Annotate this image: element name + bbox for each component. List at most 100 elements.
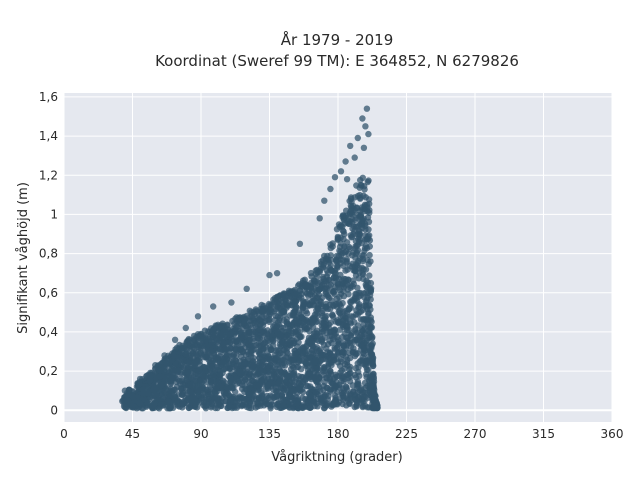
data-point xyxy=(352,365,359,372)
y-tick-label: 0,4 xyxy=(39,325,58,339)
data-point xyxy=(344,286,352,293)
data-point xyxy=(315,382,322,389)
data-point xyxy=(295,309,303,316)
data-point xyxy=(161,389,169,396)
data-point xyxy=(274,346,281,354)
data-point xyxy=(197,377,204,385)
data-point xyxy=(335,275,343,282)
data-point xyxy=(290,387,298,394)
x-tick-label: 315 xyxy=(532,427,555,441)
data-point xyxy=(358,390,365,398)
data-point xyxy=(371,402,379,409)
data-point xyxy=(300,300,307,307)
y-tick-label: 1,2 xyxy=(39,168,58,182)
data-point xyxy=(352,267,359,275)
data-point xyxy=(327,319,334,326)
data-point xyxy=(306,353,313,360)
x-tick-label: 90 xyxy=(193,427,208,441)
data-point xyxy=(160,395,167,402)
y-tick-label: 0,2 xyxy=(39,364,58,378)
data-point xyxy=(296,379,303,386)
data-point xyxy=(248,394,256,401)
data-point xyxy=(198,395,206,402)
data-point xyxy=(365,226,372,233)
data-point xyxy=(286,379,293,386)
x-tick-label: 360 xyxy=(601,427,624,441)
data-point xyxy=(349,382,356,389)
data-point xyxy=(140,390,147,398)
data-point xyxy=(360,275,367,282)
data-point xyxy=(362,194,369,201)
data-point xyxy=(344,334,351,342)
data-point xyxy=(203,386,210,393)
data-point xyxy=(367,288,374,295)
data-point xyxy=(367,258,374,265)
data-point xyxy=(280,356,287,364)
data-point xyxy=(248,347,255,354)
data-point xyxy=(332,371,339,378)
data-point xyxy=(129,402,137,410)
data-point xyxy=(302,349,309,356)
data-point xyxy=(313,307,320,314)
data-point xyxy=(365,130,372,138)
data-point xyxy=(363,105,371,112)
data-point xyxy=(340,293,348,300)
data-point xyxy=(301,324,308,331)
data-point xyxy=(296,333,304,340)
data-point xyxy=(285,287,293,294)
data-point xyxy=(338,378,345,385)
data-point xyxy=(270,372,278,379)
data-point xyxy=(296,281,303,288)
data-point xyxy=(353,242,360,250)
data-point xyxy=(233,338,240,345)
data-point xyxy=(156,367,163,374)
data-point xyxy=(366,272,373,279)
data-point xyxy=(208,347,216,355)
data-point xyxy=(307,383,314,390)
data-point xyxy=(311,297,318,304)
data-point xyxy=(200,363,207,371)
data-point xyxy=(266,338,274,345)
data-point xyxy=(269,393,276,400)
data-point xyxy=(298,404,306,411)
data-point xyxy=(348,313,355,320)
data-point xyxy=(169,404,177,411)
data-point xyxy=(356,230,363,238)
data-point xyxy=(360,144,368,151)
data-point xyxy=(327,185,334,193)
data-point xyxy=(311,280,319,287)
data-point xyxy=(268,331,275,338)
data-point xyxy=(339,227,347,234)
data-point xyxy=(219,359,227,366)
data-point xyxy=(178,361,185,368)
data-point xyxy=(365,366,372,374)
data-point xyxy=(227,365,234,372)
data-point xyxy=(347,390,354,397)
data-point xyxy=(192,401,199,408)
y-axis-ticks: 0 0,2 0,4 0,6 0,8 1 1,2 1,4 1,6 xyxy=(39,90,58,417)
data-point xyxy=(195,387,203,394)
data-point xyxy=(289,329,296,337)
data-point xyxy=(286,338,294,346)
data-point xyxy=(347,142,354,150)
data-point xyxy=(272,355,280,362)
data-point xyxy=(305,337,312,344)
data-point xyxy=(200,372,207,379)
data-point xyxy=(318,335,326,343)
data-point xyxy=(347,202,355,209)
data-point xyxy=(198,351,205,358)
data-point xyxy=(234,347,242,354)
data-point xyxy=(363,283,370,290)
data-point xyxy=(252,320,259,327)
data-points xyxy=(119,105,381,412)
data-point xyxy=(258,377,265,385)
data-point xyxy=(182,394,190,402)
data-point xyxy=(250,335,257,342)
data-point xyxy=(214,395,222,402)
data-point xyxy=(333,252,340,260)
data-point xyxy=(264,362,272,369)
data-point xyxy=(129,392,136,400)
data-point xyxy=(367,382,374,390)
data-point xyxy=(327,368,334,375)
data-point xyxy=(193,358,201,366)
